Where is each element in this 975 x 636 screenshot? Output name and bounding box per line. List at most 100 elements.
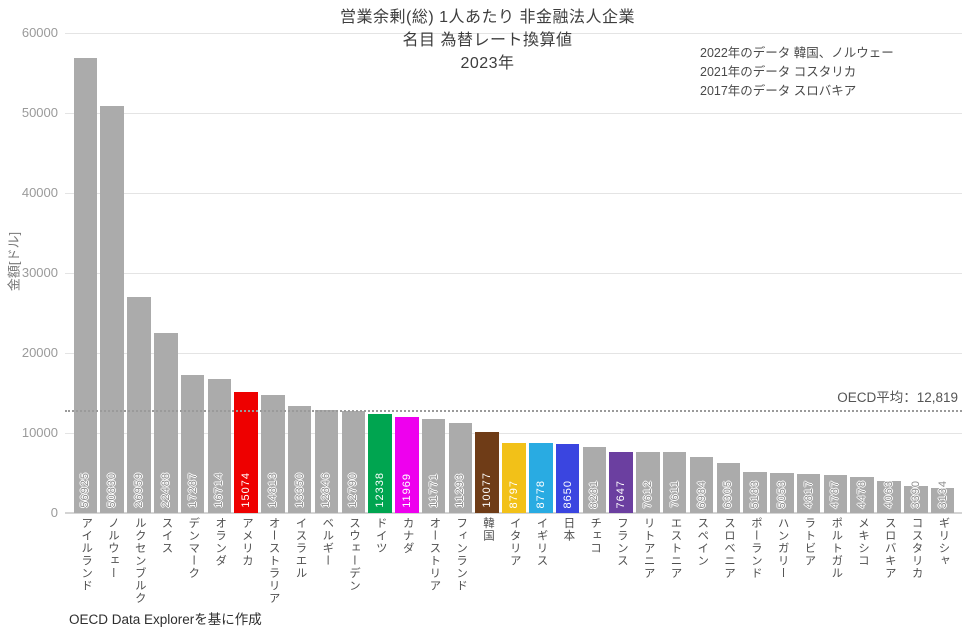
- chart-title-line2: 名目 為替レート換算値: [402, 32, 573, 49]
- x-tick-label-30: スロバキア: [883, 517, 896, 580]
- gridline-40000: [65, 193, 962, 194]
- y-axis-title: 金額[ドル]: [6, 231, 22, 292]
- x-tick-label-16: イタリア: [508, 517, 521, 567]
- bar-value-label: 10077: [481, 472, 494, 508]
- bar-32: 3134: [930, 480, 955, 513]
- x-tick-label-28: ポルトガル: [830, 517, 843, 580]
- source-note: OECD Data Explorerを基に作成: [69, 612, 262, 627]
- bar-value-label: 22488: [159, 472, 172, 508]
- bar-4: 17287: [180, 374, 205, 513]
- bar-value-label: 8281: [588, 479, 601, 508]
- x-tick-label-9: ベルギー: [321, 517, 334, 567]
- oecd-average-line: [65, 410, 962, 413]
- bar-20: 7647: [609, 451, 633, 513]
- bar-21: 7612: [636, 452, 660, 513]
- bar-6: 15074: [234, 392, 258, 513]
- x-tick-label-26: ハンガリー: [776, 517, 789, 580]
- annotation-line-2: 2021年のデータ コスタリカ: [700, 65, 857, 79]
- x-tick-label-23: スペイン: [696, 517, 709, 567]
- bar-10: 12790: [341, 410, 366, 513]
- x-tick-label-1: ノルウェー: [106, 517, 119, 580]
- bar-value-label: 12846: [320, 472, 333, 508]
- bar-value-label: 8797: [508, 479, 520, 508]
- bar-value-label: 11771: [427, 473, 440, 508]
- bar-value-label: 11969: [400, 473, 413, 508]
- bar-value-label: 5183: [749, 479, 762, 508]
- bar-18: 8650: [555, 443, 580, 513]
- x-tick-label-15: 韓国: [481, 517, 494, 542]
- bar-value-label: 7611: [668, 480, 681, 508]
- gridline-30000: [65, 273, 962, 274]
- bar-8: 13350: [287, 406, 312, 513]
- bar-28: 4787: [823, 474, 848, 513]
- x-tick-label-7: オーストラリア: [267, 517, 280, 605]
- bar-value-label: 11293: [454, 473, 467, 508]
- x-tick-label-8: イスラエル: [294, 517, 307, 580]
- bar-17: 8778: [529, 442, 553, 513]
- x-tick-label-19: チェコ: [589, 517, 602, 555]
- x-tick-label-24: スロベニア: [723, 517, 736, 580]
- x-tick-label-31: コスタリカ: [910, 517, 923, 580]
- bar-value-label: 12338: [374, 472, 387, 508]
- bar-value-label: 4787: [829, 479, 842, 508]
- x-tick-label-12: カナダ: [401, 517, 414, 555]
- bar-16: 8797: [502, 442, 526, 513]
- bar-value-label: 3390: [909, 479, 922, 508]
- x-tick-label-14: フィンランド: [455, 517, 468, 592]
- chart-title-line1: 営業余剰(総) 1人あたり 非金融法人企業: [340, 9, 635, 26]
- bar-9: 12846: [314, 410, 339, 513]
- bar-value-label: 8778: [534, 479, 547, 508]
- x-tick-label-22: エストニア: [669, 517, 682, 580]
- bar-value-label: 50830: [106, 472, 119, 508]
- oecd-average-label: OECD平均：12,819: [837, 390, 958, 406]
- bar-25: 5183: [743, 471, 767, 513]
- bar-1: 50830: [100, 106, 124, 513]
- data-year-annotation: 2022年のデータ 韓国、ノルウェー 2021年のデータ コスタリカ 2017年…: [700, 44, 894, 101]
- bar-value-label: 5053: [775, 479, 788, 508]
- bar-14: 11293: [448, 422, 473, 513]
- y-tick-label-40000: 40000: [21, 185, 58, 200]
- x-tick-label-32: ギリシャ: [937, 517, 950, 567]
- x-tick-label-11: ドイツ: [374, 517, 387, 555]
- x-tick-label-18: 日本: [562, 517, 575, 542]
- x-tick-label-3: スイス: [160, 517, 173, 555]
- bar-29: 4478: [850, 477, 874, 513]
- bar-value-label: 6984: [695, 479, 708, 508]
- bar-value-label: 15074: [240, 472, 253, 508]
- x-tick-label-0: アイルランド: [80, 517, 93, 592]
- x-tick-label-4: デンマーク: [187, 517, 200, 580]
- x-axis-line: [65, 512, 962, 514]
- x-tick-label-29: メキシコ: [856, 517, 869, 567]
- bar-value-label: 8650: [561, 479, 574, 508]
- bar-value-label: 3134: [936, 479, 949, 508]
- x-tick-label-21: リトアニア: [642, 517, 655, 580]
- bar-11: 12338: [368, 414, 392, 513]
- x-tick-label-6: アメリカ: [240, 517, 253, 567]
- bar-value-label: 26959: [132, 472, 145, 508]
- bar-24: 6305: [716, 462, 741, 513]
- bar-23: 6984: [689, 457, 714, 513]
- bar-7: 14813: [261, 394, 285, 513]
- bar-5: 16714: [207, 379, 232, 513]
- annotation-line-1: 2022年のデータ 韓国、ノルウェー: [700, 46, 894, 60]
- chart-title-line3: 2023年: [460, 55, 515, 72]
- gridline-10000: [65, 433, 962, 434]
- bar-value-label: 16714: [213, 472, 226, 508]
- y-tick-label-30000: 30000: [21, 265, 58, 280]
- y-tick-label-10000: 10000: [21, 425, 58, 440]
- y-tick-label-20000: 20000: [21, 345, 58, 360]
- x-tick-label-25: ポーランド: [749, 517, 762, 580]
- bar-value-label: 12790: [347, 472, 360, 508]
- plot-area: OECD平均：12,819 56925 50830 26959 22488 17287 1…: [65, 33, 962, 514]
- bar-value-label: 6305: [722, 479, 735, 508]
- bar-value-label: 13350: [293, 472, 306, 508]
- y-tick-label-50000: 50000: [21, 105, 58, 120]
- bar-value-label: 7647: [615, 479, 628, 508]
- x-tick-label-10: スウェーデン: [348, 517, 361, 592]
- bar-12: 11969: [395, 417, 419, 513]
- bar-30: 4063: [877, 480, 901, 513]
- x-tick-label-17: イギリス: [535, 517, 548, 567]
- annotation-line-3: 2017年のデータ スロバキア: [700, 84, 857, 98]
- bar-value-label: 4478: [856, 479, 869, 508]
